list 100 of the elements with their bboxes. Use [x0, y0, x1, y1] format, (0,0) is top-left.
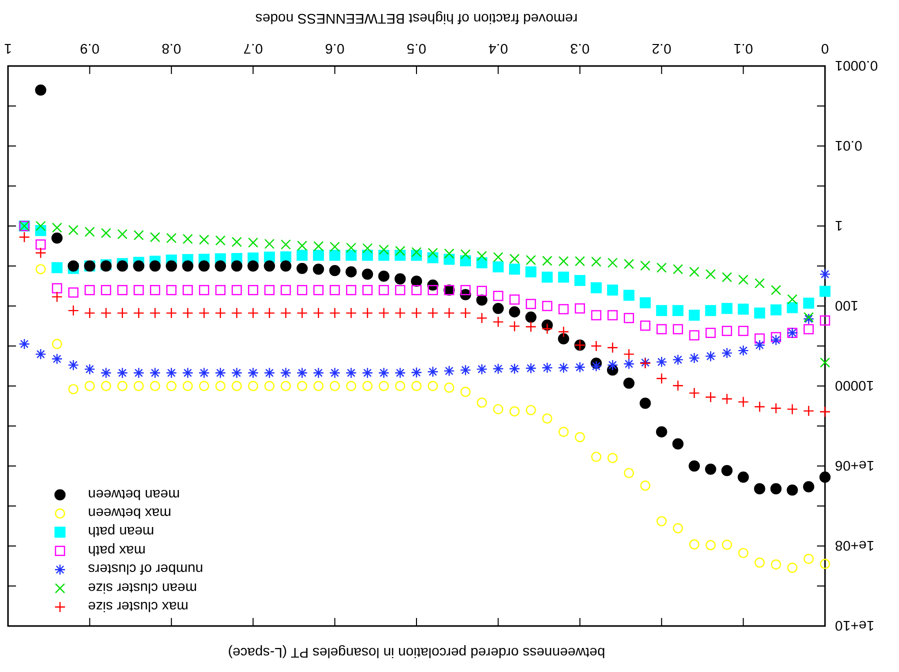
point — [362, 380, 373, 392]
y-tick-label: 1 — [834, 218, 843, 234]
point — [280, 307, 292, 319]
point — [264, 380, 275, 392]
y-tick-label: 1e+08 — [834, 538, 874, 554]
point — [672, 305, 684, 316]
point — [754, 333, 765, 344]
point — [803, 481, 814, 492]
point — [198, 380, 210, 392]
point — [410, 276, 422, 287]
point — [248, 307, 259, 319]
point — [280, 380, 291, 392]
point — [508, 320, 520, 332]
point — [410, 307, 422, 319]
point — [656, 324, 667, 334]
point — [542, 272, 553, 283]
point — [280, 260, 292, 272]
point — [721, 393, 733, 404]
point — [689, 539, 700, 550]
point — [362, 307, 374, 319]
point — [672, 264, 684, 274]
point — [574, 303, 585, 314]
point — [68, 287, 78, 298]
point — [607, 452, 618, 464]
point — [770, 304, 782, 316]
point — [150, 232, 160, 242]
point — [526, 404, 536, 416]
text: betweenness ordered percolation in losangeles PT (L-space) — [228, 645, 606, 661]
point — [134, 380, 144, 392]
point — [313, 284, 324, 296]
point — [493, 290, 504, 302]
point — [280, 367, 292, 378]
point — [476, 312, 488, 324]
y-tick-label: 1e+06 — [834, 458, 874, 474]
point — [623, 358, 635, 370]
point — [330, 284, 340, 296]
point — [476, 257, 488, 268]
point — [52, 222, 62, 233]
point — [100, 367, 112, 378]
point — [232, 236, 242, 248]
legend-label: max cluster size — [88, 599, 188, 615]
point — [738, 326, 748, 336]
point — [313, 380, 324, 392]
point — [526, 298, 536, 310]
point — [231, 367, 242, 378]
point — [117, 284, 128, 296]
point — [754, 483, 766, 494]
point — [134, 230, 144, 240]
point — [51, 291, 63, 302]
point — [738, 304, 749, 315]
point — [133, 260, 144, 272]
legend-label: mean between — [88, 486, 180, 503]
point — [149, 260, 161, 272]
point — [166, 380, 176, 392]
point — [607, 284, 618, 296]
point — [297, 284, 308, 296]
point — [770, 559, 782, 570]
x-tick-label: 0.6 — [324, 41, 345, 57]
point — [35, 84, 46, 96]
point — [820, 315, 830, 326]
point — [182, 307, 194, 319]
point — [214, 367, 226, 378]
point — [297, 380, 308, 392]
point — [52, 338, 62, 350]
point — [394, 307, 406, 319]
x-tick-label: 0 — [820, 41, 829, 57]
point — [819, 406, 831, 418]
point — [36, 239, 46, 250]
point — [248, 367, 259, 378]
point — [100, 228, 112, 238]
point — [330, 380, 340, 392]
point — [329, 250, 340, 261]
point — [738, 548, 748, 558]
point — [705, 464, 716, 475]
point — [51, 232, 63, 244]
point — [394, 273, 406, 284]
point — [100, 380, 112, 392]
point — [231, 307, 242, 319]
point — [329, 307, 340, 319]
point — [36, 264, 46, 274]
point — [590, 340, 602, 352]
point — [820, 558, 830, 569]
point — [591, 256, 602, 267]
point — [509, 294, 520, 305]
x-tick-label: 0.7 — [243, 41, 263, 57]
point — [624, 258, 634, 270]
point — [754, 401, 766, 412]
point — [590, 360, 602, 372]
point — [264, 284, 275, 296]
point — [182, 260, 194, 272]
point — [296, 250, 308, 261]
point — [558, 333, 570, 344]
point — [68, 359, 79, 371]
point — [493, 404, 504, 414]
point — [721, 347, 733, 359]
point — [198, 234, 210, 245]
point — [313, 241, 324, 252]
point — [312, 307, 324, 319]
point — [134, 284, 144, 296]
point — [705, 392, 716, 403]
